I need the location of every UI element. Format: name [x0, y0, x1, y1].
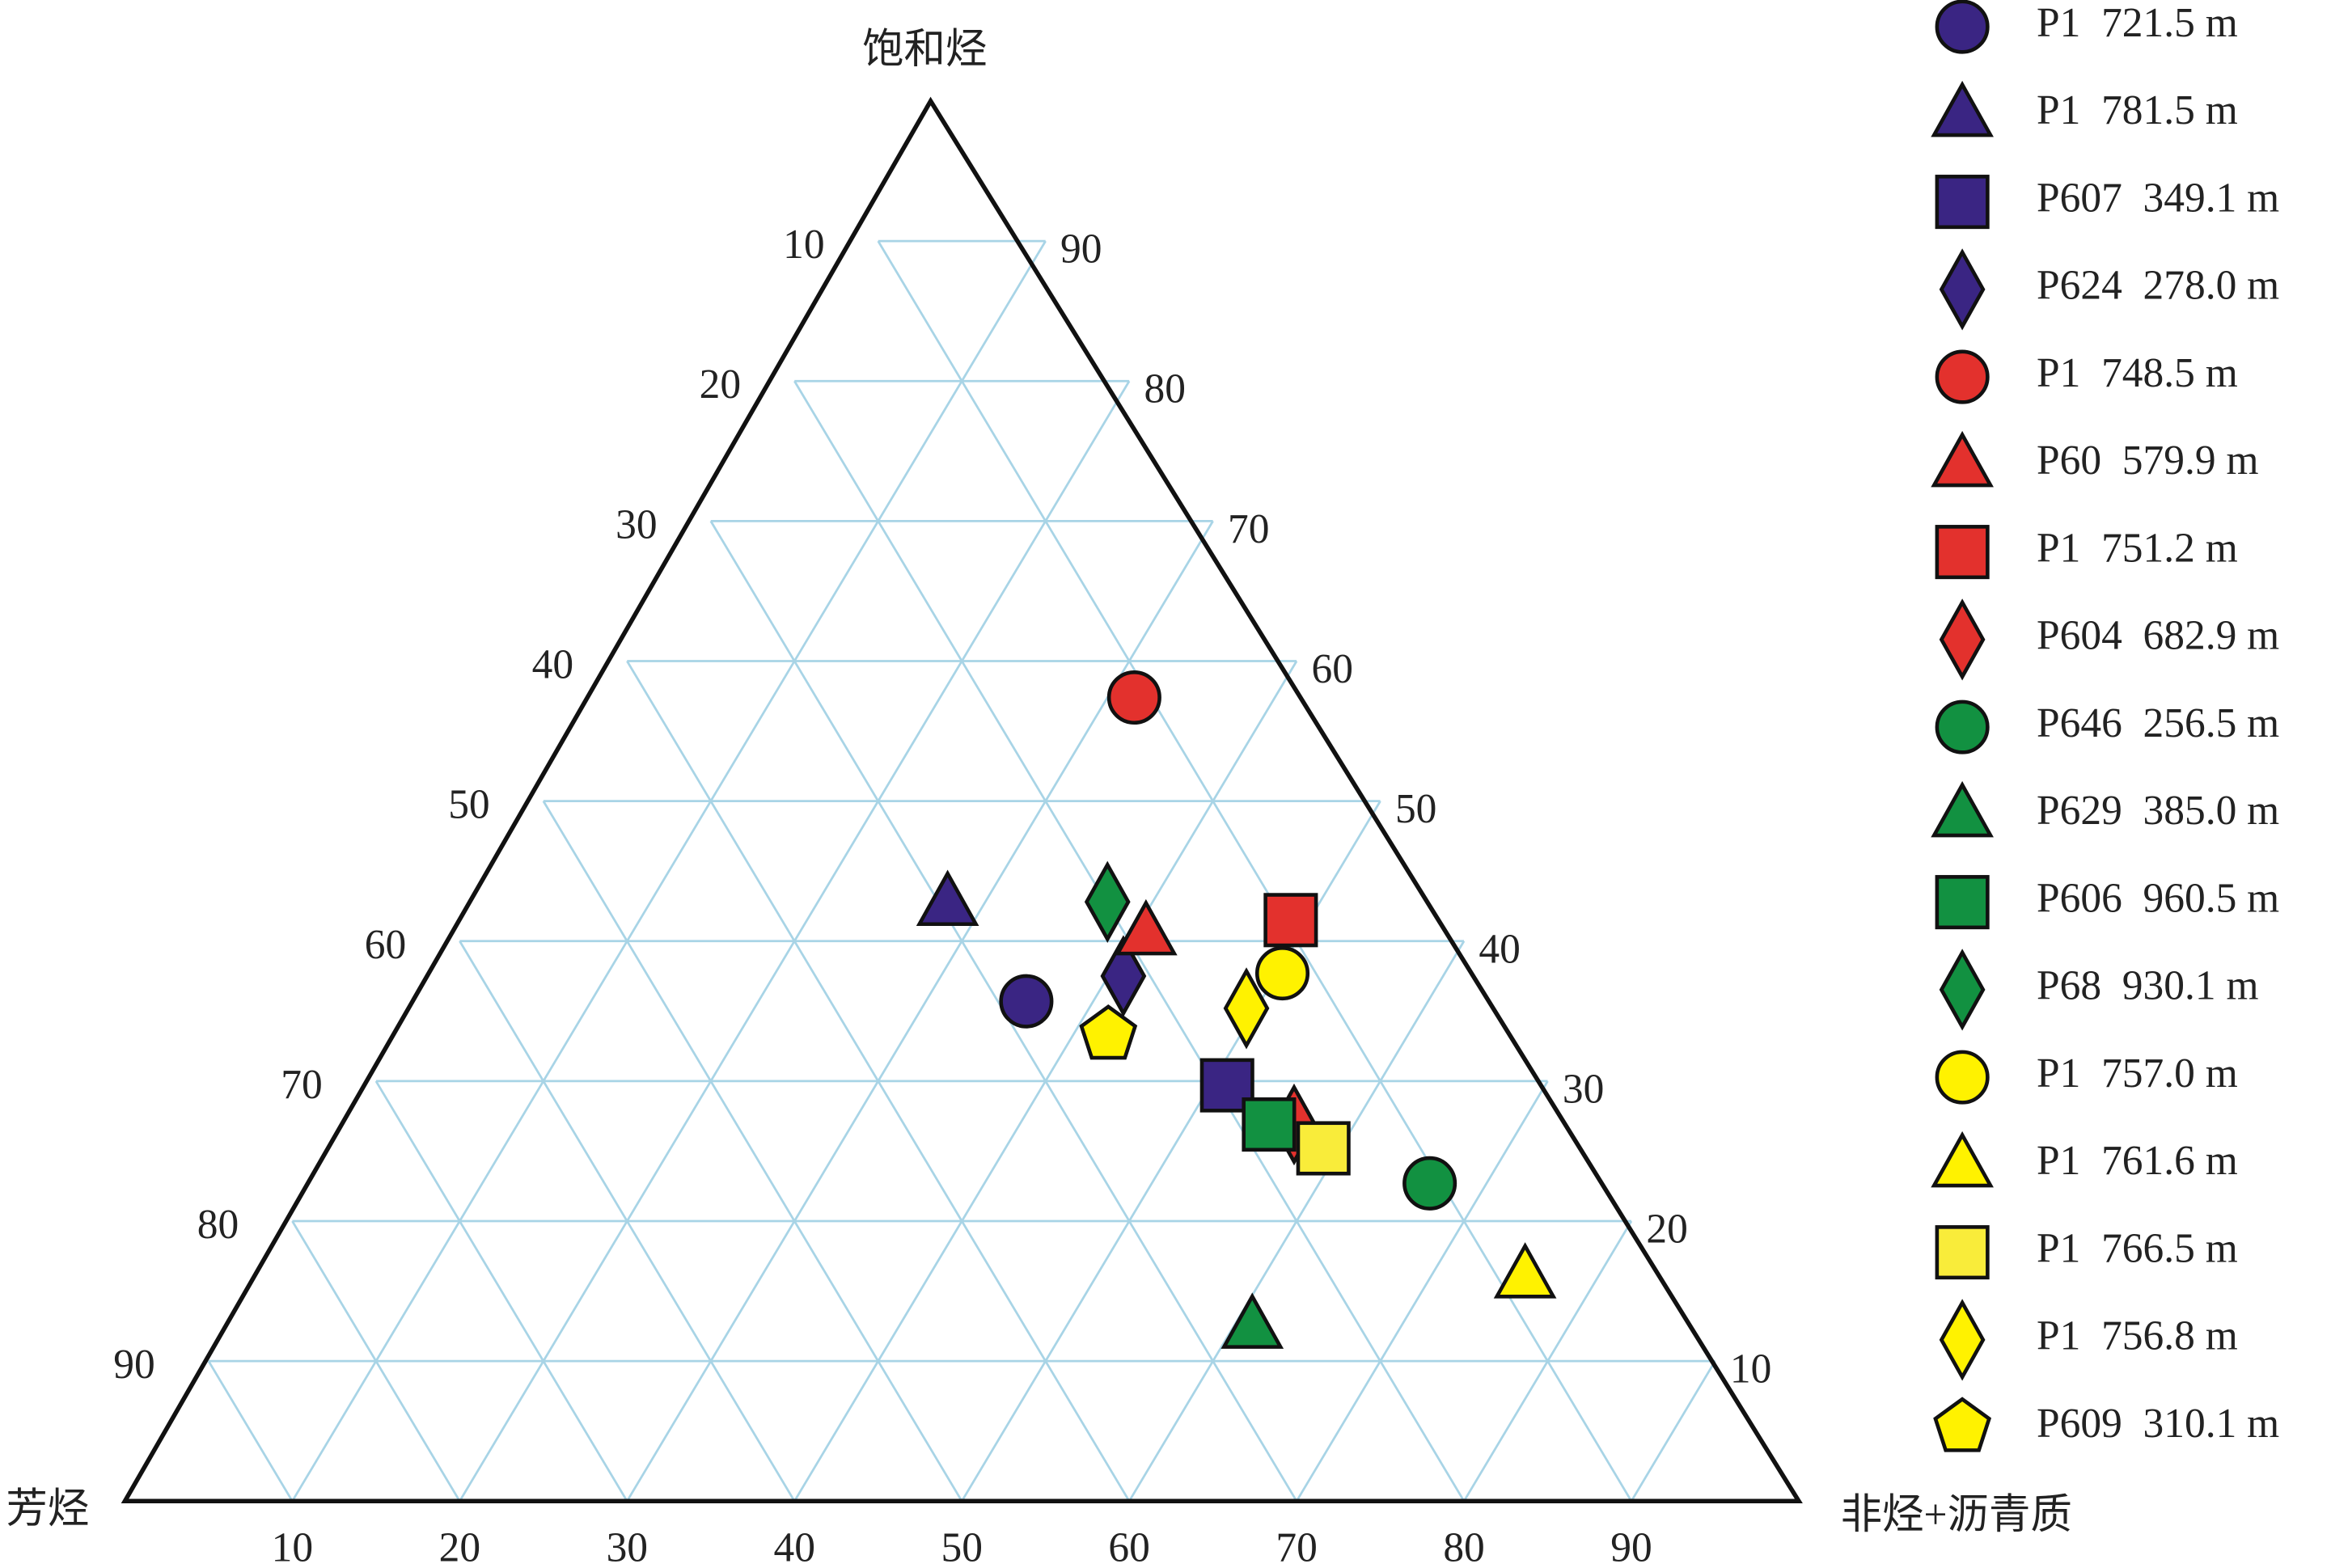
- grid-line: [291, 240, 1047, 1502]
- grid-line: [459, 380, 1131, 1502]
- legend-swatch: [1931, 1131, 1994, 1188]
- legend-label: P1 756.8 m: [2037, 1313, 2238, 1359]
- point: [1263, 893, 1318, 948]
- legend-swatch: [1935, 175, 1990, 230]
- aromatics-tick-label: 90: [113, 1342, 154, 1388]
- resins-tick-label: 20: [439, 1525, 480, 1568]
- point: [1254, 946, 1310, 1001]
- saturates-tick-label: 10: [1730, 1346, 1771, 1393]
- point: [1199, 1058, 1254, 1113]
- aromatics-tick-label: 70: [281, 1062, 322, 1108]
- saturates-tick-label: 30: [1563, 1066, 1604, 1112]
- legend-swatch: [1939, 598, 1986, 681]
- grid: [207, 239, 1716, 1502]
- left-axis-label: 芳烃: [6, 1486, 89, 1532]
- legend-swatch: [1935, 1050, 1990, 1105]
- legend-label: P60 579.9 m: [2037, 437, 2258, 484]
- saturates-tick-label: 60: [1311, 646, 1352, 692]
- resins-tick-label: 90: [1610, 1525, 1652, 1568]
- saturates-tick-label: 80: [1144, 366, 1186, 412]
- legend-label: P1 781.5 m: [2037, 87, 2238, 133]
- legend-swatch: [1935, 525, 1990, 580]
- legend: P1 721.5 m P1 781.5 m P607 349.1 m P624 278…: [1931, 0, 2279, 1452]
- legend-swatch: [1935, 699, 1990, 754]
- aromatics-tick-label: 60: [365, 922, 406, 968]
- legend-label: P1 757.0 m: [2037, 1050, 2238, 1097]
- point: [1220, 1292, 1284, 1349]
- resins-tick-label: 10: [272, 1525, 313, 1568]
- legend-swatch: [1933, 1397, 1992, 1452]
- resins-tick-label: 50: [941, 1525, 982, 1568]
- point: [1115, 898, 1178, 956]
- legend-label: P607 349.1 m: [2037, 175, 2279, 221]
- legend-swatch: [1931, 80, 1994, 137]
- saturates-tick-label: 40: [1479, 926, 1520, 972]
- resins-tick-label: 60: [1108, 1525, 1149, 1568]
- point: [1084, 860, 1131, 943]
- aromatics-tick-label: 50: [448, 782, 489, 828]
- legend-swatch: [1939, 248, 1986, 331]
- point: [1223, 967, 1270, 1050]
- aromatics-tick-label: 40: [532, 642, 573, 688]
- legend-swatch: [1939, 949, 1986, 1031]
- point: [1100, 935, 1147, 1017]
- legend-label: P646 256.5 m: [2037, 700, 2279, 746]
- grid-line: [1462, 1220, 1633, 1502]
- legend-swatch: [1935, 349, 1990, 404]
- resins-tick-label: 30: [607, 1525, 648, 1568]
- grid-line: [542, 800, 963, 1502]
- saturates-tick-label: 20: [1646, 1207, 1687, 1253]
- aromatics-tick-label: 80: [197, 1202, 239, 1248]
- aromatics-tick-label: 30: [616, 501, 657, 547]
- legend-label: P609 310.1 m: [2037, 1401, 2279, 1447]
- point: [1296, 1121, 1351, 1176]
- point: [1242, 1097, 1297, 1152]
- grid-line: [1295, 1080, 1549, 1502]
- legend-label: P1 721.5 m: [2037, 0, 2238, 46]
- point: [1402, 1156, 1457, 1211]
- grid-line: [374, 1080, 628, 1502]
- legend-label: P624 278.0 m: [2037, 263, 2279, 309]
- top-axis-label: 饱和烃: [862, 27, 987, 73]
- point: [1493, 1242, 1557, 1299]
- grid-line: [1630, 1360, 1716, 1502]
- aromatics-tick-label: 10: [783, 222, 824, 268]
- resins-tick-label: 40: [774, 1525, 815, 1568]
- saturates-tick-label: 70: [1228, 506, 1269, 552]
- legend-swatch: [1935, 0, 1990, 54]
- legend-label: P606 960.5 m: [2037, 875, 2279, 921]
- legend-swatch: [1931, 430, 1994, 488]
- resins-tick-label: 80: [1443, 1525, 1484, 1568]
- legend-label: P604 682.9 m: [2037, 613, 2279, 659]
- legend-swatch: [1935, 875, 1990, 930]
- legend-label: P1 761.6 m: [2037, 1138, 2238, 1184]
- legend-label: P1 766.5 m: [2037, 1225, 2238, 1271]
- point: [1106, 670, 1161, 725]
- legend-swatch: [1935, 1225, 1990, 1280]
- legend-label: P1 748.5 m: [2037, 350, 2238, 396]
- legend-label: P68 930.1 m: [2037, 963, 2258, 1009]
- grid-line: [793, 660, 1298, 1502]
- grid-line: [1127, 940, 1466, 1502]
- aromatics-tick-label: 20: [700, 361, 741, 408]
- point: [999, 974, 1054, 1029]
- legend-label: P629 385.0 m: [2037, 788, 2279, 834]
- legend-label: P1 751.2 m: [2037, 525, 2238, 571]
- point: [916, 869, 979, 927]
- grid-line: [207, 1360, 294, 1502]
- legend-swatch: [1931, 780, 1994, 838]
- marks: [916, 670, 1557, 1349]
- legend-swatch: [1939, 1299, 1986, 1381]
- resins-tick-label: 70: [1275, 1525, 1317, 1568]
- saturates-tick-label: 90: [1060, 226, 1102, 273]
- right-axis-label: 非烃+沥青质: [1841, 1492, 2072, 1538]
- point: [1079, 1004, 1138, 1060]
- saturates-tick-label: 50: [1395, 786, 1436, 832]
- triangle-frame: [121, 96, 1803, 1504]
